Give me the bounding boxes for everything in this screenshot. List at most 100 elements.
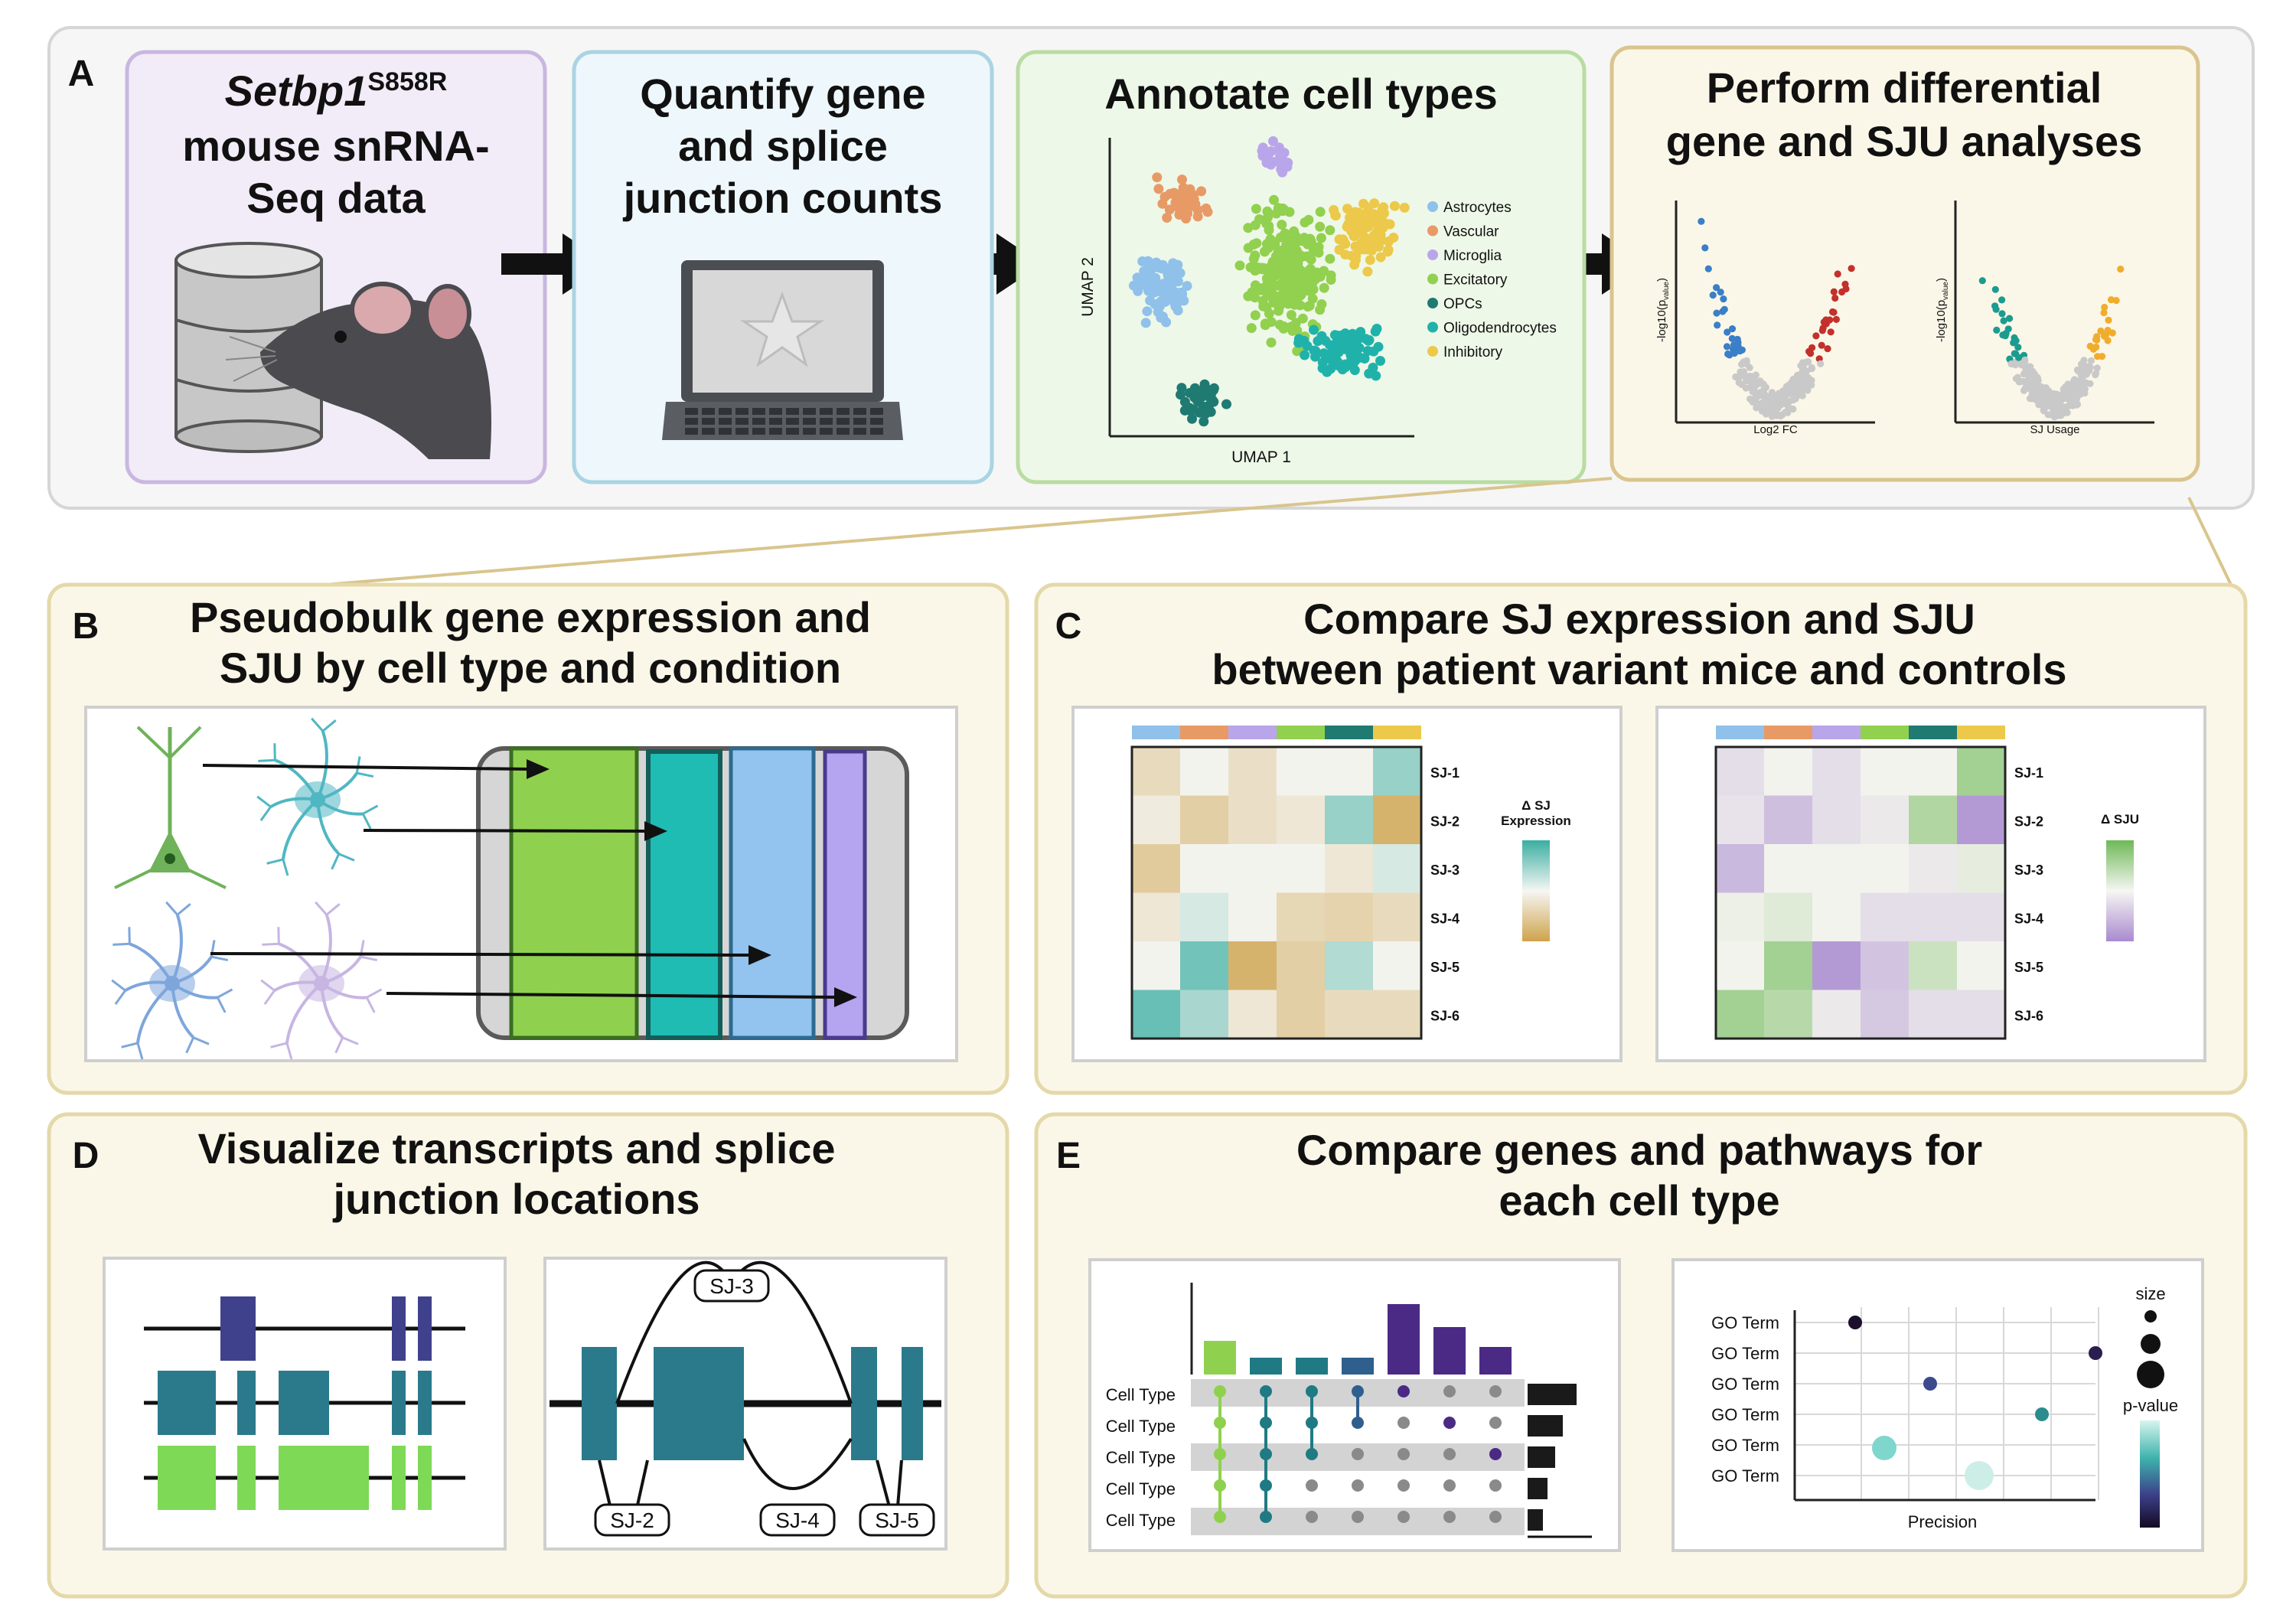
- volcano-point: [2025, 373, 2032, 380]
- heatmap-cell: [1909, 747, 1957, 796]
- heatmap-cell: [1861, 844, 1909, 893]
- heatmap-column-color: [1957, 726, 2005, 739]
- volcano-point: [2099, 353, 2105, 360]
- upset-dot: [1260, 1448, 1272, 1460]
- volcano-point: [2071, 378, 2078, 385]
- dotplot-point: [1923, 1377, 1937, 1391]
- size-legend-title: size: [2135, 1284, 2165, 1303]
- umap-point: [1335, 344, 1345, 354]
- heatmap-cell: [1180, 893, 1228, 942]
- arrow-cell-to-bar: [210, 954, 753, 955]
- heatmap-row-label: SJ-2: [1430, 814, 1459, 830]
- volcano-point: [1993, 306, 2000, 313]
- heatmap-cell: [1228, 990, 1277, 1039]
- heatmap-row-label: SJ-3: [1430, 863, 1459, 878]
- upset-dot: [1443, 1385, 1456, 1397]
- heatmap-column-color: [1277, 726, 1325, 739]
- volcano-point: [1799, 359, 1806, 366]
- volcano-point: [1821, 318, 1828, 325]
- laptop-key: [803, 428, 816, 435]
- umap-point: [1196, 186, 1206, 196]
- heatmap-cell: [1716, 941, 1764, 990]
- volcano-point: [1724, 343, 1730, 350]
- volcano-point: [2036, 396, 2043, 403]
- umap-point: [1277, 220, 1287, 230]
- neuron-nucleus: [310, 792, 325, 807]
- laptop-icon: [662, 260, 903, 440]
- umap-point: [1366, 216, 1376, 226]
- umap-point: [1182, 202, 1192, 212]
- umap-point: [1189, 393, 1199, 403]
- heatmap-row-label: SJ-3: [2014, 863, 2043, 878]
- upset-set-bar: [1528, 1509, 1543, 1531]
- umap-point: [1177, 174, 1187, 184]
- transcript-exon: [392, 1296, 406, 1361]
- volcano-point: [1729, 325, 1736, 332]
- heatmap-column-color: [1373, 726, 1421, 739]
- step1-title-line2: mouse snRNA-: [182, 122, 489, 170]
- umap-point: [1316, 207, 1326, 217]
- heatmap-row-label: SJ-6: [1430, 1009, 1459, 1024]
- volcano-point: [1807, 350, 1814, 357]
- volcano-point: [1732, 373, 1739, 380]
- laptop-key: [853, 428, 866, 435]
- laptop-key: [870, 408, 883, 415]
- laptop-key: [719, 408, 732, 415]
- umap-point: [1264, 308, 1274, 318]
- volcano-point: [1713, 310, 1720, 317]
- upset-dot: [1214, 1448, 1226, 1460]
- umap-point: [1260, 246, 1270, 256]
- heatmap-cell: [1764, 990, 1812, 1039]
- transcript-exon: [158, 1371, 216, 1435]
- heatmap-sju: SJ-1SJ-2SJ-3SJ-4SJ-5SJ-6Δ SJU: [1657, 707, 2205, 1061]
- upset-row-label: Cell Type: [1106, 1385, 1176, 1404]
- legend-label: Astrocytes: [1443, 200, 1512, 216]
- size-legend-dot: [2137, 1361, 2164, 1388]
- umap-point: [1365, 255, 1375, 265]
- volcano-point: [2093, 333, 2100, 340]
- volcano-point: [2008, 360, 2015, 367]
- heatmap-column-color: [1812, 726, 1861, 739]
- umap-point: [1329, 205, 1339, 215]
- volcano-point: [1766, 409, 1773, 416]
- umap-point: [1296, 251, 1306, 261]
- legend-label: Inhibitory: [1443, 344, 1503, 360]
- volcano-ylabel-sub: value: [1662, 282, 1671, 300]
- umap-point: [1202, 406, 1212, 416]
- laptop-base: [662, 402, 903, 440]
- upset-dot: [1489, 1511, 1502, 1523]
- gene-exon: [851, 1347, 877, 1460]
- heatmap-cell: [1228, 796, 1277, 845]
- gene-name: Setbp1: [225, 67, 368, 115]
- volcano-point: [1818, 342, 1825, 349]
- volcano-point: [2088, 357, 2095, 364]
- heatmap-legend-title: Expression: [1501, 814, 1571, 828]
- heatmap-row-label: SJ-1: [2014, 765, 2043, 781]
- volcano-point: [1698, 218, 1704, 225]
- laptop-key: [853, 408, 866, 415]
- legend-swatch: [1427, 298, 1438, 308]
- transcript-exon: [220, 1296, 256, 1361]
- upset-dot: [1306, 1479, 1318, 1492]
- upset-dot: [1397, 1511, 1410, 1523]
- volcano-point: [1787, 405, 1794, 412]
- size-legend-dot: [2141, 1334, 2161, 1354]
- volcano-point: [2080, 367, 2087, 373]
- upset-row-label: Cell Type: [1106, 1417, 1176, 1436]
- panel-c-title-line: Compare SJ expression and SJU: [1303, 595, 1975, 643]
- volcano-point: [1726, 351, 1733, 358]
- panel-d-title-line: junction locations: [332, 1175, 700, 1223]
- umap-point: [1285, 250, 1295, 260]
- laptop-key: [769, 408, 782, 415]
- volcano-point: [2092, 371, 2099, 378]
- umap-point: [1320, 336, 1330, 346]
- upset-bar: [1296, 1358, 1328, 1375]
- dotplot-point: [1872, 1436, 1896, 1460]
- umap-point: [1162, 265, 1172, 275]
- heatmap-cell: [1373, 893, 1421, 942]
- heatmap-cell: [1957, 893, 2005, 942]
- zoom-connector: [2189, 497, 2231, 585]
- heatmap-row-label: SJ-2: [2014, 814, 2043, 830]
- umap-point: [1360, 354, 1370, 364]
